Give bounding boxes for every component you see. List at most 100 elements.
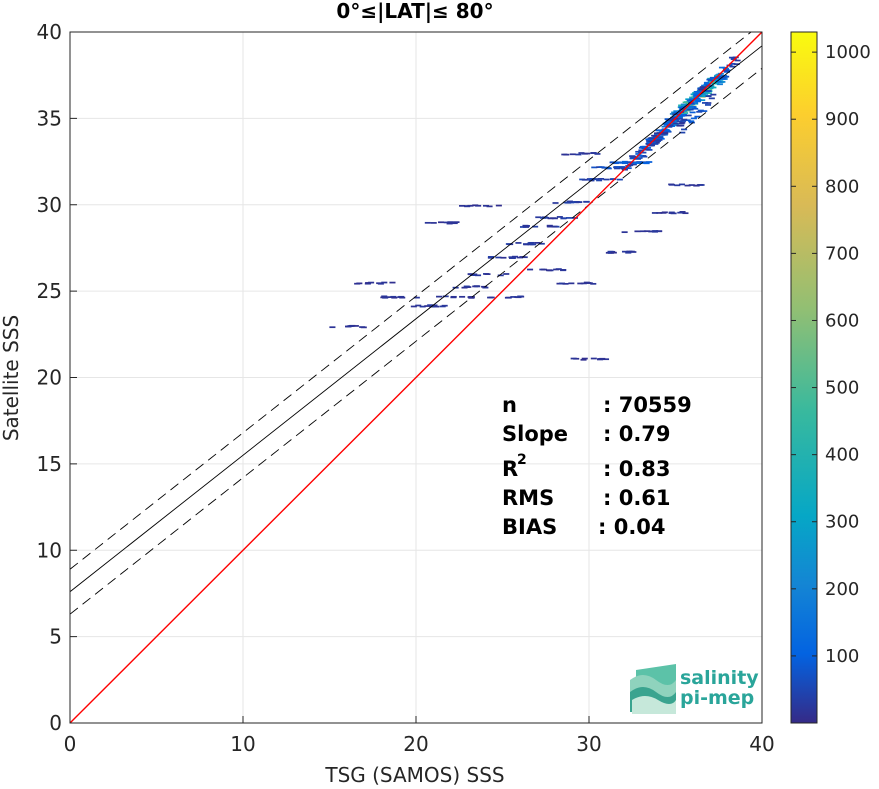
density-cell	[636, 154, 643, 157]
density-cell	[570, 357, 577, 360]
density-cell	[577, 282, 584, 285]
density-cell	[580, 282, 587, 285]
density-cell	[607, 250, 614, 253]
y-tick-label: 20	[37, 366, 62, 390]
density-cell	[505, 243, 512, 245]
density-cell	[701, 102, 709, 104]
density-cell	[561, 153, 568, 156]
density-cell	[535, 216, 542, 219]
colorbar	[790, 31, 818, 724]
density-cell	[475, 274, 482, 277]
density-cell	[661, 131, 669, 134]
density-cell	[659, 133, 666, 136]
density-cell	[354, 282, 361, 285]
density-cell	[647, 144, 655, 147]
density-cell	[500, 256, 507, 259]
density-cell	[653, 139, 660, 142]
density-cell	[609, 161, 616, 164]
density-cell	[347, 325, 354, 327]
stat-rms-value: : 0.61	[603, 486, 671, 510]
y-tick-label: 25	[37, 279, 62, 303]
density-cell	[705, 102, 712, 104]
x-axis-label: TSG (SAMOS) SSS	[324, 763, 504, 787]
density-cell	[594, 153, 601, 155]
colorbar-tick-label: 100	[825, 646, 859, 667]
density-cell	[558, 282, 566, 285]
stat-r2-label: R	[502, 457, 518, 481]
density-cell	[703, 82, 710, 85]
density-cell	[487, 296, 494, 299]
density-cell	[610, 178, 617, 180]
density-cell	[446, 222, 453, 225]
density-cell	[685, 114, 692, 117]
density-cell	[644, 148, 651, 151]
density-cell	[668, 183, 675, 186]
density-cell	[715, 80, 722, 83]
density-cell	[552, 202, 559, 204]
colorbar-tick-label: 700	[825, 243, 859, 264]
density-cell	[678, 183, 685, 186]
density-cell	[438, 221, 445, 224]
density-cell	[702, 94, 709, 97]
density-cell	[538, 242, 545, 245]
density-cell	[546, 269, 553, 272]
density-cell	[547, 225, 554, 228]
stat-bias-value: : 0.04	[598, 515, 666, 539]
density-cell	[635, 153, 642, 155]
density-cell	[690, 117, 697, 120]
colorbar-tick-label: 1000	[825, 42, 871, 63]
density-cell	[639, 145, 646, 148]
density-cell	[475, 204, 482, 207]
density-cell	[590, 357, 597, 360]
wave-logo-icon	[630, 664, 676, 714]
density-cell	[581, 178, 588, 181]
density-cell	[614, 167, 621, 170]
density-cell	[630, 163, 637, 166]
density-cell	[680, 105, 687, 108]
density-cell	[588, 178, 595, 181]
density-cell	[621, 231, 628, 234]
density-cell	[568, 282, 575, 285]
density-cell	[672, 120, 679, 123]
density-cell	[359, 326, 366, 328]
density-cell	[688, 106, 695, 108]
density-cell	[591, 166, 598, 169]
density-cell	[648, 143, 655, 146]
density-cell	[451, 222, 458, 225]
density-cell	[534, 241, 541, 244]
density-cell	[560, 217, 567, 220]
density-cell	[733, 63, 740, 66]
density-cell	[709, 77, 716, 79]
density-cell	[391, 296, 398, 299]
density-cell	[656, 136, 663, 139]
density-cell	[648, 140, 655, 143]
density-cell	[685, 98, 692, 101]
density-cell	[546, 224, 553, 227]
density-cell	[719, 76, 726, 79]
density-cell	[698, 184, 705, 186]
density-cell	[648, 230, 655, 233]
density-cell	[652, 138, 659, 141]
density-cell	[662, 122, 669, 125]
density-cell	[497, 274, 504, 277]
density-cell	[590, 152, 597, 154]
density-cell	[682, 101, 689, 104]
y-tick-label: 40	[37, 20, 62, 44]
density-cell	[532, 225, 539, 228]
density-cell	[658, 137, 665, 140]
density-cell	[464, 205, 471, 207]
density-cell	[722, 69, 729, 72]
density-cell	[729, 62, 736, 65]
density-cell	[576, 201, 583, 203]
density-cell	[679, 120, 686, 122]
density-cell	[382, 296, 389, 299]
density-cell	[575, 153, 582, 156]
density-cell	[450, 295, 457, 298]
density-cell	[427, 304, 434, 307]
density-cell	[648, 137, 656, 140]
density-cell	[580, 358, 587, 361]
colorbar-tick-label: 900	[825, 109, 859, 130]
density-cell	[433, 305, 440, 308]
density-cell	[643, 230, 650, 233]
density-cells	[329, 56, 741, 361]
